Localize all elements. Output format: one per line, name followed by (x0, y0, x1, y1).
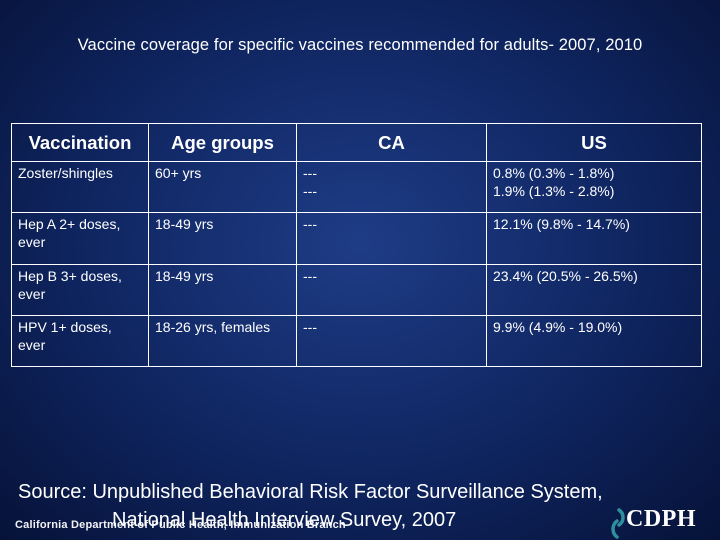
age-group-cell: 60+ yrs (148, 160, 297, 214)
source-note: Source: Unpublished Behavioral Risk Fact… (18, 478, 720, 534)
us-value: 9.9% (4.9% - 19.0%) (493, 318, 623, 335)
us-value: 23.4% (20.5% - 26.5%) (493, 267, 638, 284)
table-row: Zoster/shingles 60+ yrs --- --- 0.8% (0.… (11, 160, 702, 214)
coverage-table: Vaccination Age groups CA US Zoster/shin… (11, 123, 702, 368)
header-age-groups: Age groups (148, 123, 297, 162)
us-value: 0.8% (0.3% - 1.8%) (493, 165, 615, 181)
vaccination-cell: Hep B 3+ doses, ever (11, 263, 149, 316)
header-vaccination: Vaccination (11, 123, 149, 162)
us-value: 12.1% (9.8% - 14.7%) (493, 216, 630, 233)
age-group-cell: 18-26 yrs, females (148, 314, 297, 368)
source-line-2: National Health Interview Survey, 2007 (112, 509, 457, 531)
ca-cell: --- (296, 212, 487, 265)
us-cell: 9.9% (4.9% - 19.0%) (486, 314, 702, 368)
ca-value: --- (303, 183, 317, 199)
table-header-row: Vaccination Age groups CA US (11, 123, 702, 162)
us-cell: 12.1% (9.8% - 14.7%) (486, 212, 702, 265)
us-cell: 0.8% (0.3% - 1.8%) 1.9% (1.3% - 2.8%) (486, 160, 702, 214)
ca-value: --- (303, 165, 317, 181)
ca-cell: --- (296, 314, 487, 368)
table-row: Hep B 3+ doses, ever 18-49 yrs --- 23.4%… (11, 263, 702, 316)
table-row: Hep A 2+ doses, ever 18-49 yrs --- 12.1%… (11, 212, 702, 265)
age-group-cell: 18-49 yrs (148, 212, 297, 265)
header-us: US (486, 123, 702, 162)
vaccination-cell: Zoster/shingles (11, 160, 149, 214)
vaccination-cell: Hep A 2+ doses, ever (11, 212, 149, 265)
table-row: HPV 1+ doses, ever 18-26 yrs, females --… (11, 314, 702, 368)
cdph-logo-icon (611, 508, 625, 539)
slide-title: Vaccine coverage for specific vaccines r… (77, 36, 643, 54)
ca-value: --- (303, 216, 317, 233)
us-cell: 23.4% (20.5% - 26.5%) (486, 263, 702, 316)
us-value: 1.9% (1.3% - 2.8%) (493, 183, 615, 199)
ca-value: --- (303, 318, 317, 335)
header-ca: CA (296, 123, 487, 162)
ca-value: --- (303, 267, 317, 284)
ca-cell: --- (296, 263, 487, 316)
vaccination-cell: HPV 1+ doses, ever (11, 314, 149, 368)
source-line-1: Source: Unpublished Behavioral Risk Fact… (18, 481, 603, 503)
age-group-cell: 18-49 yrs (148, 263, 297, 316)
cdph-logo-text: CDPH (626, 506, 696, 532)
footer-department: California Department of Public Health, … (15, 519, 346, 531)
ca-cell: --- --- (296, 160, 487, 214)
